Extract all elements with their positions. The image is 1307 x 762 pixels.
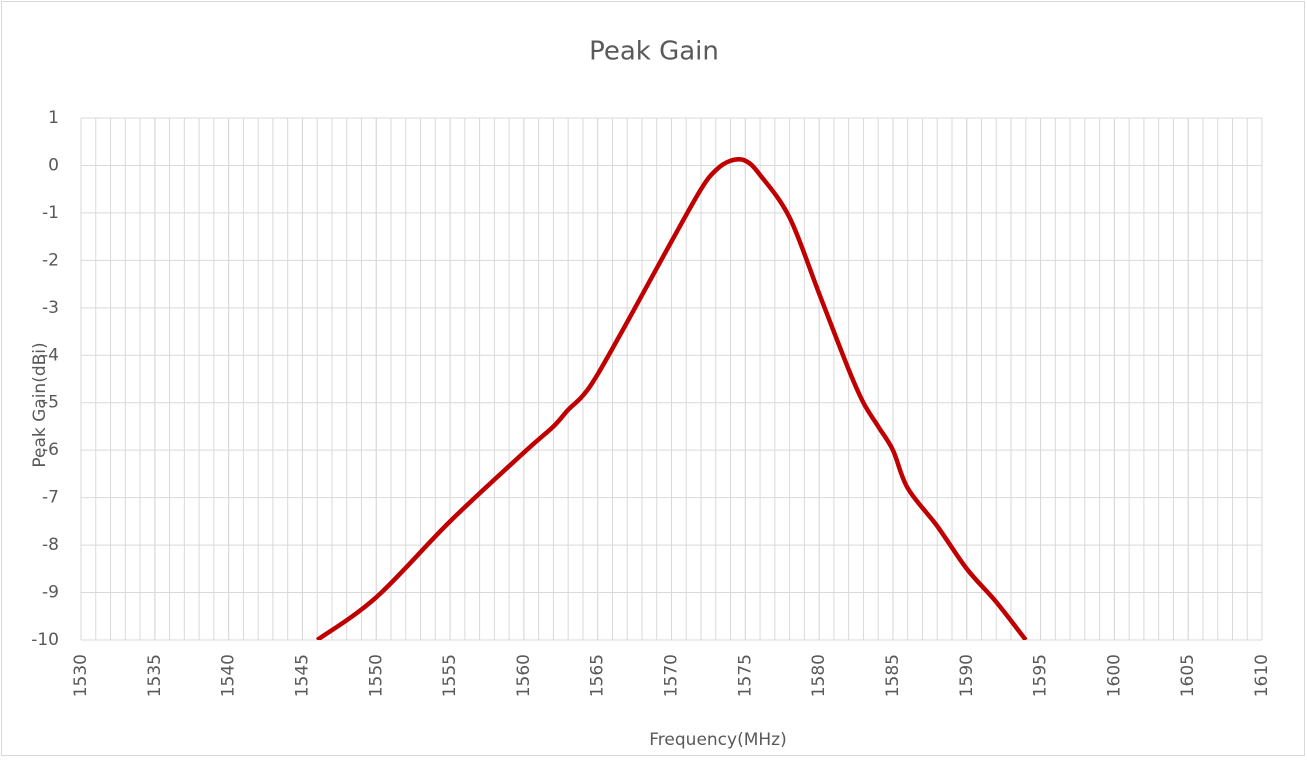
y-tick-label: -1 bbox=[42, 203, 59, 223]
x-tick-label: 1610 bbox=[1252, 654, 1272, 697]
y-tick-label: -6 bbox=[42, 440, 59, 460]
x-tick-label: 1550 bbox=[366, 654, 386, 697]
y-tick-label: -5 bbox=[42, 393, 59, 413]
y-tick-label: -10 bbox=[31, 630, 59, 650]
x-axis-title: Frequency(MHz) bbox=[649, 730, 786, 750]
x-tick-label: 1590 bbox=[957, 654, 977, 697]
y-tick-label: 1 bbox=[48, 108, 59, 128]
data-line bbox=[315, 156, 1028, 640]
y-axis-title: Peak Gain(dBi) bbox=[30, 342, 50, 467]
x-tick-label: 1570 bbox=[662, 654, 682, 697]
x-tick-label: 1605 bbox=[1178, 654, 1198, 697]
x-tick-label: 1575 bbox=[735, 654, 755, 697]
y-tick-label: -2 bbox=[42, 250, 59, 270]
chart-title: Peak Gain bbox=[589, 37, 719, 67]
y-tick-label: -3 bbox=[42, 298, 59, 318]
x-tick-label: 1585 bbox=[883, 654, 903, 697]
y-tick-label: -7 bbox=[42, 488, 59, 508]
x-tick-label: 1530 bbox=[71, 654, 91, 697]
x-tick-label: 1580 bbox=[809, 654, 829, 697]
x-tick-label: 1540 bbox=[219, 654, 239, 697]
x-tick-label: 1535 bbox=[145, 654, 165, 697]
y-tick-label: 0 bbox=[48, 155, 59, 175]
x-tick-label: 1595 bbox=[1031, 654, 1051, 697]
grid bbox=[80, 117, 1263, 641]
y-tick-label: -9 bbox=[42, 583, 59, 603]
y-tick-label: -8 bbox=[42, 535, 59, 555]
y-tick-label: -4 bbox=[42, 345, 59, 365]
x-tick-label: 1565 bbox=[588, 654, 608, 697]
x-tick-label: 1600 bbox=[1104, 654, 1124, 697]
x-tick-label: 1560 bbox=[514, 654, 534, 697]
x-tick-label: 1555 bbox=[440, 654, 460, 697]
x-tick-label: 1545 bbox=[292, 654, 312, 697]
